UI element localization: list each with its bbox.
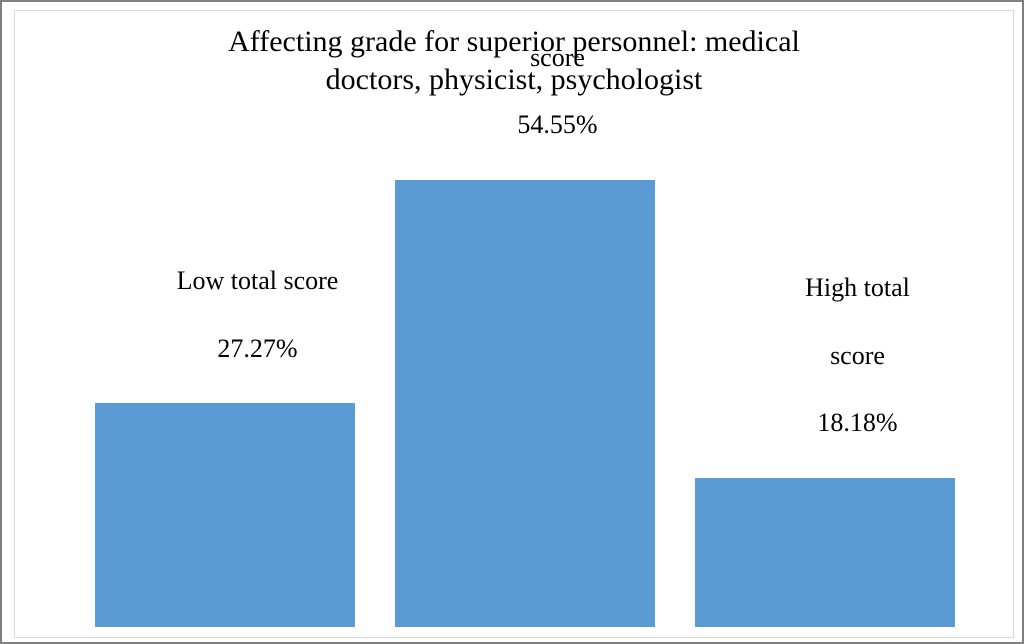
chart-outer-frame: Affecting grade for superior personnel: … bbox=[0, 0, 1024, 644]
chart-inner-frame: Affecting grade for superior personnel: … bbox=[14, 10, 1014, 638]
plot-area: Low total score 27.27% Medium total scor… bbox=[15, 127, 1013, 627]
bar-label-low-line1: Low total score bbox=[177, 266, 339, 295]
bar-label-medium: Medium total score 54.55% bbox=[375, 0, 675, 176]
bar-high bbox=[695, 478, 955, 627]
bar-label-low: Low total score 27.27% bbox=[75, 230, 375, 399]
bar-label-high: High total score 18.18% bbox=[675, 237, 975, 474]
bar-label-medium-line1: Medium total bbox=[484, 0, 631, 4]
bar-medium bbox=[395, 180, 655, 627]
bar-label-medium-line2: score bbox=[530, 43, 585, 72]
bar-label-high-line1: High total bbox=[805, 273, 910, 302]
bar-label-high-line2: score bbox=[830, 341, 885, 370]
bar-label-high-line3: 18.18% bbox=[817, 408, 897, 437]
bar-label-medium-line3: 54.55% bbox=[517, 110, 597, 139]
bar-label-low-line2: 27.27% bbox=[217, 334, 297, 363]
bar-low bbox=[95, 403, 355, 627]
